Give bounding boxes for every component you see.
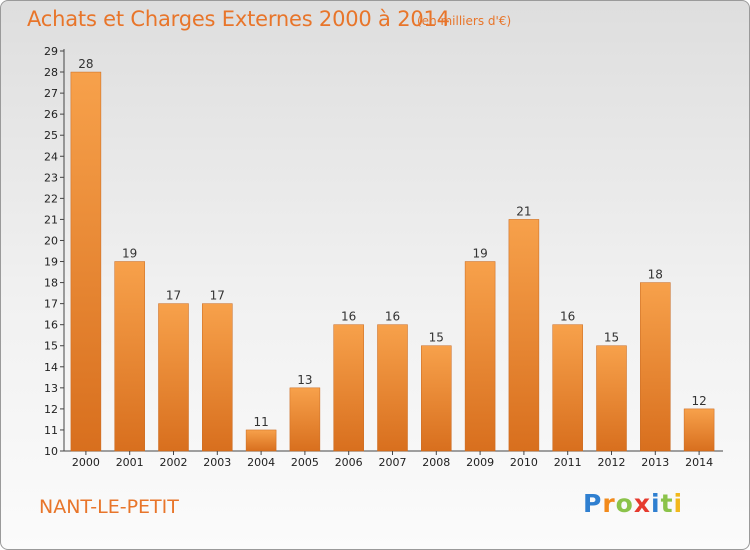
y-tick-label: 15 [44,340,58,353]
bar-value-label: 19 [122,247,137,261]
bar [158,303,189,452]
bar [245,429,277,452]
bar-value-label: 15 [429,331,444,345]
bar [421,345,452,452]
logo-letter: o [615,489,634,518]
x-tick-label: 2007 [379,456,407,469]
bar-value-label: 16 [385,310,400,324]
proxiti-logo[interactable]: Proxiti [583,489,683,518]
bar-value-label: 12 [691,394,706,408]
y-tick-label: 25 [44,129,58,142]
logo-letter: r [602,489,616,518]
x-tick-label: 2000 [72,456,100,469]
bar [333,324,364,452]
x-tick-label: 2011 [554,456,582,469]
chart-title: Achats et Charges Externes 2000 à 2014 [27,7,450,31]
bar-value-label: 21 [516,204,531,218]
bar [508,219,540,452]
y-tick-label: 24 [44,150,58,163]
bar [464,261,496,452]
y-tick-label: 29 [44,45,58,58]
bar-value-label: 11 [253,415,268,429]
logo-letter: i [673,489,684,518]
bar [552,324,583,452]
x-tick-label: 2003 [203,456,231,469]
bar-value-label: 18 [648,268,663,282]
bar [377,324,408,452]
y-tick-label: 23 [44,171,58,184]
x-tick-label: 2014 [685,456,713,469]
bar [683,408,715,452]
bar [596,345,627,452]
x-tick-label: 2009 [466,456,494,469]
chart-subtitle: (en milliers d'€) [417,14,512,28]
x-tick-label: 2005 [291,456,319,469]
x-tick-label: 2008 [422,456,450,469]
bar-value-label: 17 [166,289,181,303]
x-tick-label: 2013 [641,456,669,469]
bar-value-label: 13 [297,373,312,387]
y-tick-label: 21 [44,213,58,226]
bar [70,71,102,452]
x-tick-label: 2004 [247,456,275,469]
y-tick-label: 26 [44,108,58,121]
y-tick-label: 18 [44,277,58,290]
logo-letter: i [651,489,661,518]
commune-name: NANT-LE-PETIT [39,496,179,518]
x-tick-label: 2012 [598,456,626,469]
y-tick-label: 14 [44,361,58,374]
y-tick-label: 20 [44,234,58,247]
bar-value-label: 28 [78,57,93,71]
bar [640,282,671,452]
y-tick-label: 16 [44,319,58,332]
y-tick-label: 19 [44,256,58,269]
bar [114,261,145,452]
y-tick-label: 12 [44,403,58,416]
x-tick-label: 2002 [160,456,188,469]
x-tick-label: 2001 [116,456,144,469]
x-tick-label: 2010 [510,456,538,469]
y-tick-label: 10 [44,445,58,458]
logo-letter: t [660,489,674,518]
x-tick-label: 2006 [335,456,363,469]
bar-value-label: 15 [604,331,619,345]
y-tick-label: 27 [44,87,58,100]
bar [289,387,321,452]
logo-letter: P [583,489,603,518]
bar-value-label: 16 [560,310,575,324]
y-tick-label: 11 [44,424,58,437]
y-tick-label: 17 [44,298,58,311]
y-tick-label: 22 [44,192,58,205]
bar [202,303,233,452]
bar-value-label: 16 [341,310,356,324]
logo-letter: x [633,489,651,518]
y-tick-label: 13 [44,382,58,395]
bar-value-label: 19 [472,247,487,261]
y-tick-label: 28 [44,66,58,79]
bar-value-label: 17 [210,289,225,303]
